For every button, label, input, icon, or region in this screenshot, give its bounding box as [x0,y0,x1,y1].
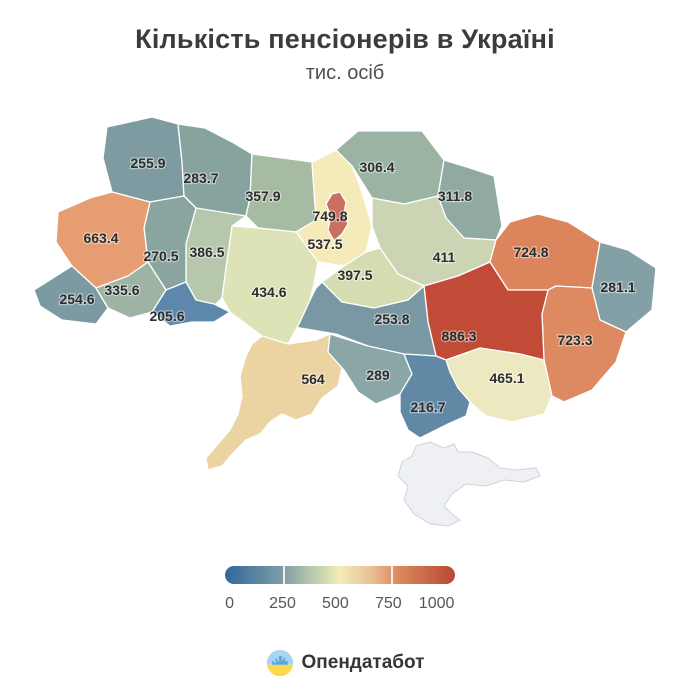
brand-footer: Опендатабот [0,649,690,677]
region-mykolaiv [327,333,413,405]
value-kirovohrad: 253.8 [374,311,409,327]
region-kyiv-city [325,191,349,242]
value-zaporizhzhia: 465.1 [489,370,524,386]
region-zakarpattia [33,265,109,325]
region-odesa [205,333,343,471]
value-rivne: 283.7 [183,170,218,186]
color-legend: 0 250 500 750 1000 [225,566,455,615]
value-mykolaiv: 289 [366,367,390,383]
value-zakarpattia: 254.6 [59,291,94,307]
legend-separator-250 [282,566,285,584]
value-luhansk: 281.1 [600,279,635,295]
value-kyiv-city: 749.8 [312,208,347,224]
value-kyiv-oblast: 537.5 [307,236,342,252]
legend-separator-750 [390,566,393,584]
region-kherson [399,353,471,439]
value-vinnytsia: 434.6 [251,284,286,300]
value-poltava: 411 [433,249,456,265]
value-chernihiv: 306.4 [359,159,394,175]
value-sumy: 311.8 [438,188,472,204]
value-lviv: 663.4 [83,230,118,246]
value-volyn: 255.9 [130,155,165,171]
value-ternopil: 270.5 [143,248,178,264]
page-title: Кількість пенсіонерів в Україні [135,24,555,54]
value-zhytomyr: 357.9 [245,188,280,204]
region-chernivtsi [151,281,231,327]
legend-tick-750: 750 [374,595,402,612]
value-cherkasy: 397.5 [337,267,372,283]
value-donetsk: 723.3 [557,332,592,348]
value-khmelnytskyi: 386.5 [189,244,224,260]
value-kherson: 216.7 [410,399,445,415]
legend-ticks: 0 250 500 750 1000 [225,595,455,615]
value-kharkiv: 724.8 [513,244,548,260]
legend-tick-1000: 1000 [418,595,455,612]
header: Кількість пенсіонерів в Україні тис. осі… [0,24,690,85]
value-dnipropetrovsk: 886.3 [441,328,476,344]
brand-name: Опендатабот [301,652,425,673]
value-chernivtsi: 205.6 [149,308,184,324]
legend-tick-500: 500 [322,595,349,612]
legend-gradient [225,566,455,584]
legend-tick-250: 250 [269,595,296,612]
legend-tick-0: 0 [225,595,235,612]
opendatabot-logo-icon [266,649,293,677]
value-odesa: 564 [301,371,325,387]
value-ivano-frankivsk: 335.6 [104,282,139,298]
region-crimea [397,441,541,527]
page-subtitle: тис. осіб [305,62,385,84]
